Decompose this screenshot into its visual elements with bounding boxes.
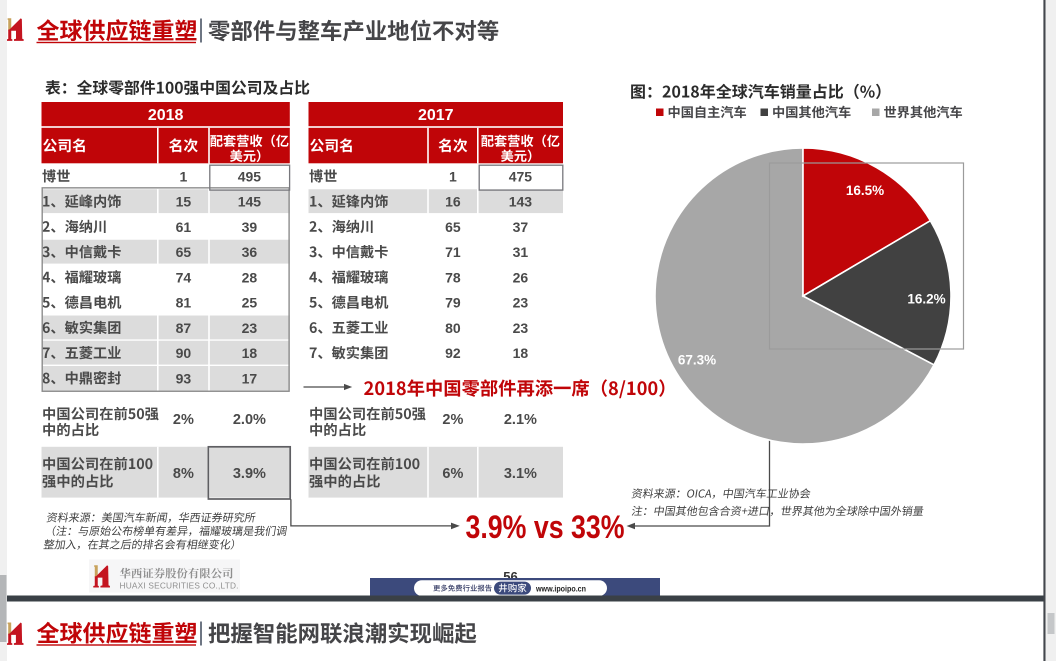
svg-text:8%: 8% [173,466,194,482]
svg-text:2.1%: 2.1% [504,412,537,428]
svg-text:6%: 6% [442,466,463,482]
svg-text:15: 15 [176,194,192,210]
svg-text:495: 495 [238,168,262,184]
svg-text:92: 92 [445,345,461,361]
svg-text:36: 36 [242,244,258,260]
svg-text:143: 143 [509,194,533,210]
svg-text:90: 90 [176,345,192,361]
svg-text:2%: 2% [173,412,194,428]
svg-text:39: 39 [242,219,258,235]
svg-text:18: 18 [513,345,529,361]
svg-text:16.2%: 16.2% [907,292,945,307]
svg-text:31: 31 [513,244,529,260]
svg-text:2018: 2018 [148,107,184,124]
svg-text:26: 26 [513,269,529,285]
svg-text:25: 25 [242,295,258,311]
svg-text:3.1%: 3.1% [504,466,537,482]
svg-text:93: 93 [176,370,192,386]
svg-text:67.3%: 67.3% [678,353,716,368]
svg-text:74: 74 [176,269,192,285]
svg-text:2%: 2% [442,412,463,428]
svg-text:16: 16 [445,194,461,210]
svg-text:71: 71 [445,244,461,260]
svg-text:2017: 2017 [418,107,454,124]
svg-text:87: 87 [176,320,192,336]
svg-text:475: 475 [509,168,533,184]
svg-text:65: 65 [176,244,192,260]
svg-text:145: 145 [238,194,262,210]
svg-text:28: 28 [242,269,258,285]
svg-text:17: 17 [242,370,258,386]
svg-text:16.5%: 16.5% [846,183,884,198]
svg-text:65: 65 [445,219,461,235]
svg-text:3.9%: 3.9% [233,466,266,482]
svg-text:81: 81 [176,295,192,311]
svg-text:18: 18 [242,345,258,361]
svg-text:3.9% vs 33%: 3.9% vs 33% [466,509,625,545]
svg-text:80: 80 [445,320,461,336]
svg-text:23: 23 [513,295,529,311]
svg-text:1: 1 [449,168,457,184]
svg-text:HUAXI SECURITIES CO.,LTD.: HUAXI SECURITIES CO.,LTD. [120,581,239,591]
svg-text:www.ipoipo.cn: www.ipoipo.cn [535,583,586,593]
svg-text:2.0%: 2.0% [233,412,266,428]
svg-text:61: 61 [176,219,192,235]
svg-text:37: 37 [513,219,529,235]
svg-text:23: 23 [242,320,258,336]
svg-text:23: 23 [513,320,529,336]
svg-text:79: 79 [445,295,461,311]
svg-text:78: 78 [445,269,461,285]
svg-text:1: 1 [180,168,188,184]
